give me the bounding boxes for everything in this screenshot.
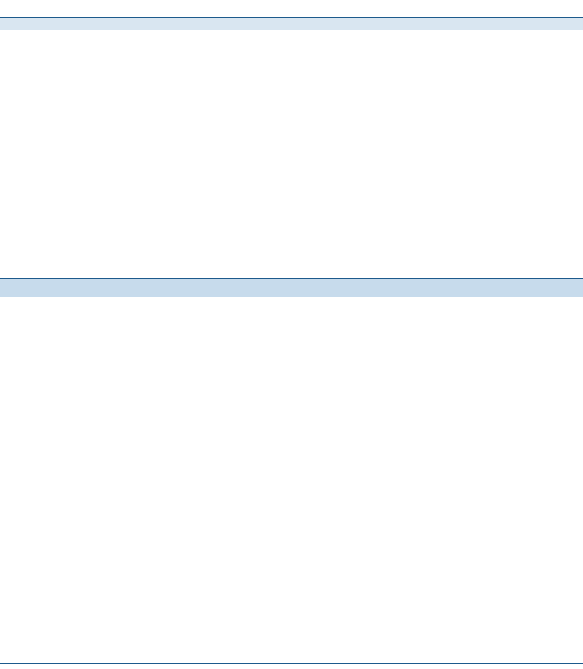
rule bbox=[0, 17, 583, 18]
rule bbox=[0, 663, 583, 664]
column-header-bar bbox=[0, 18, 583, 30]
section-bar bbox=[0, 278, 583, 297]
